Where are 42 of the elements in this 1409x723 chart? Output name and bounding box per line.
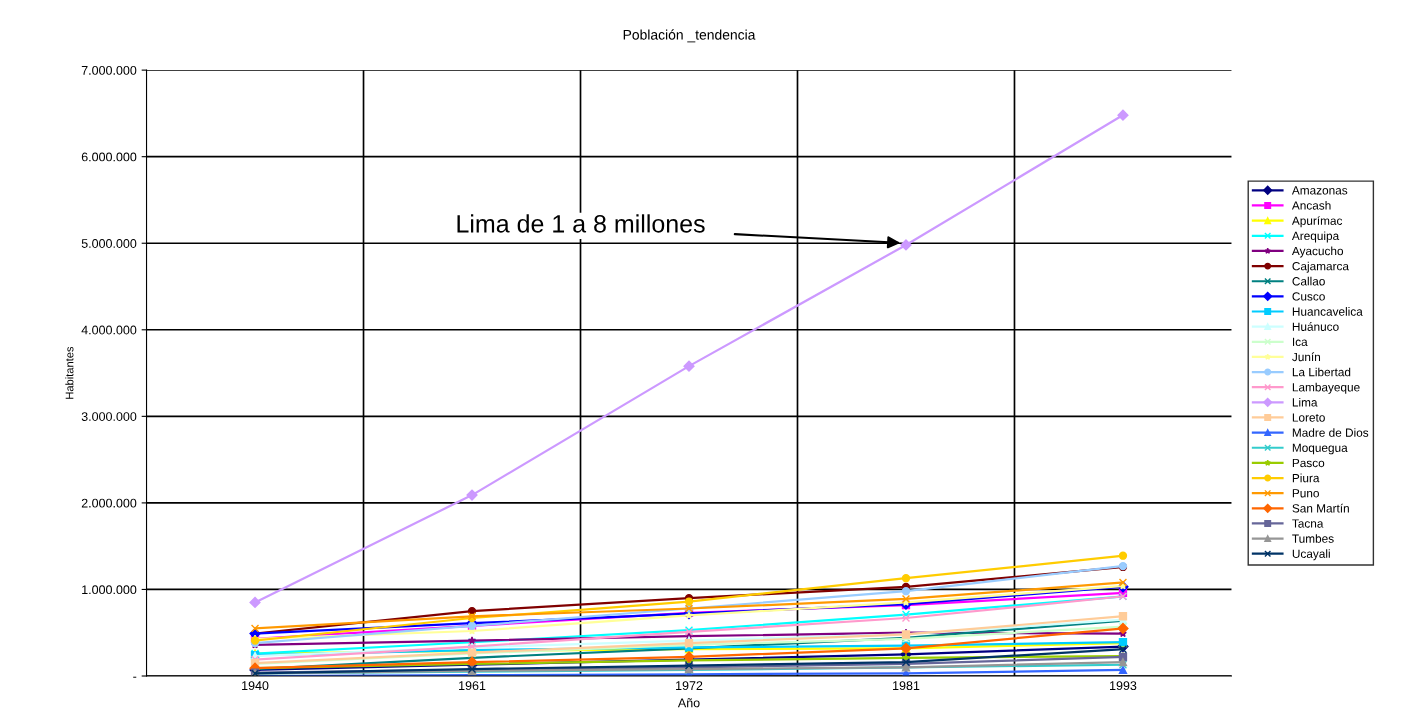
legend-label: Loreto [1292,413,1325,422]
x-tick-label: 1993 [1110,681,1137,691]
legend-label: Lambayeque [1292,382,1360,394]
legend-label: Ayacucho [1291,246,1344,258]
legend-label: Pasco [1292,458,1325,468]
legend-label: Ucayali [1292,549,1330,561]
legend-label: Apurímac [1291,216,1343,228]
legend-label: Arequipa [1291,231,1340,243]
y-tick-label: 4.000.000 [81,325,137,335]
y-tick-label: 1.000.000 [82,585,137,595]
legend-label: Puno [1292,489,1319,498]
x-tick-label: 1961 [459,681,486,691]
x-axis-title: Año [677,698,700,708]
legend-label: Piura [1292,473,1320,483]
legend-label: Callao [1292,276,1325,286]
y-tick-label: 7.000.000 [81,65,137,75]
annotation: Lima de 1 a 8 millones [457,214,705,233]
chart-title: Población _tendencia [623,29,756,43]
legend-label: La Libertad [1292,367,1351,377]
legend-label: Madre de Dios [1292,428,1369,437]
legend-label: Huancavelica [1292,307,1363,316]
y-tick-label: 3.000.000 [81,412,137,421]
legend-label: San Martín [1292,503,1349,513]
legend-label: Lima [1292,397,1318,407]
x-tick-label: 1972 [676,681,703,691]
x-tick-label: 1940 [242,681,269,691]
y-tick-label: 5.000.000 [81,239,137,248]
legend-label: Ica [1292,337,1308,347]
y-axis-title: Habitantes [65,346,74,399]
legend-label: Huánuco [1292,322,1339,331]
legend-label: Cusco [1292,292,1325,301]
legend-label: Junín [1292,352,1321,362]
y-tick-label: 6.000.000 [81,152,137,162]
y-tick-label: - [133,676,137,678]
legend-label: Moquegua [1292,443,1348,455]
legend-label: Ancash [1291,200,1331,210]
x-tick-label: 1981 [893,681,920,691]
legend-label: Cajamarca [1292,261,1349,273]
y-tick-label: 2.000.000 [81,498,137,508]
legend-label: Amazonas [1291,186,1348,195]
legend-label: Tumbes [1292,534,1334,543]
legend-label: Tacna [1292,519,1324,528]
